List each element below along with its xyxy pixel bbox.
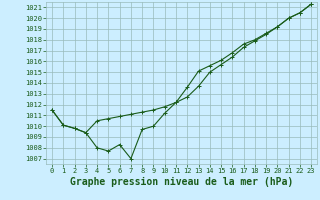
- X-axis label: Graphe pression niveau de la mer (hPa): Graphe pression niveau de la mer (hPa): [70, 177, 293, 187]
